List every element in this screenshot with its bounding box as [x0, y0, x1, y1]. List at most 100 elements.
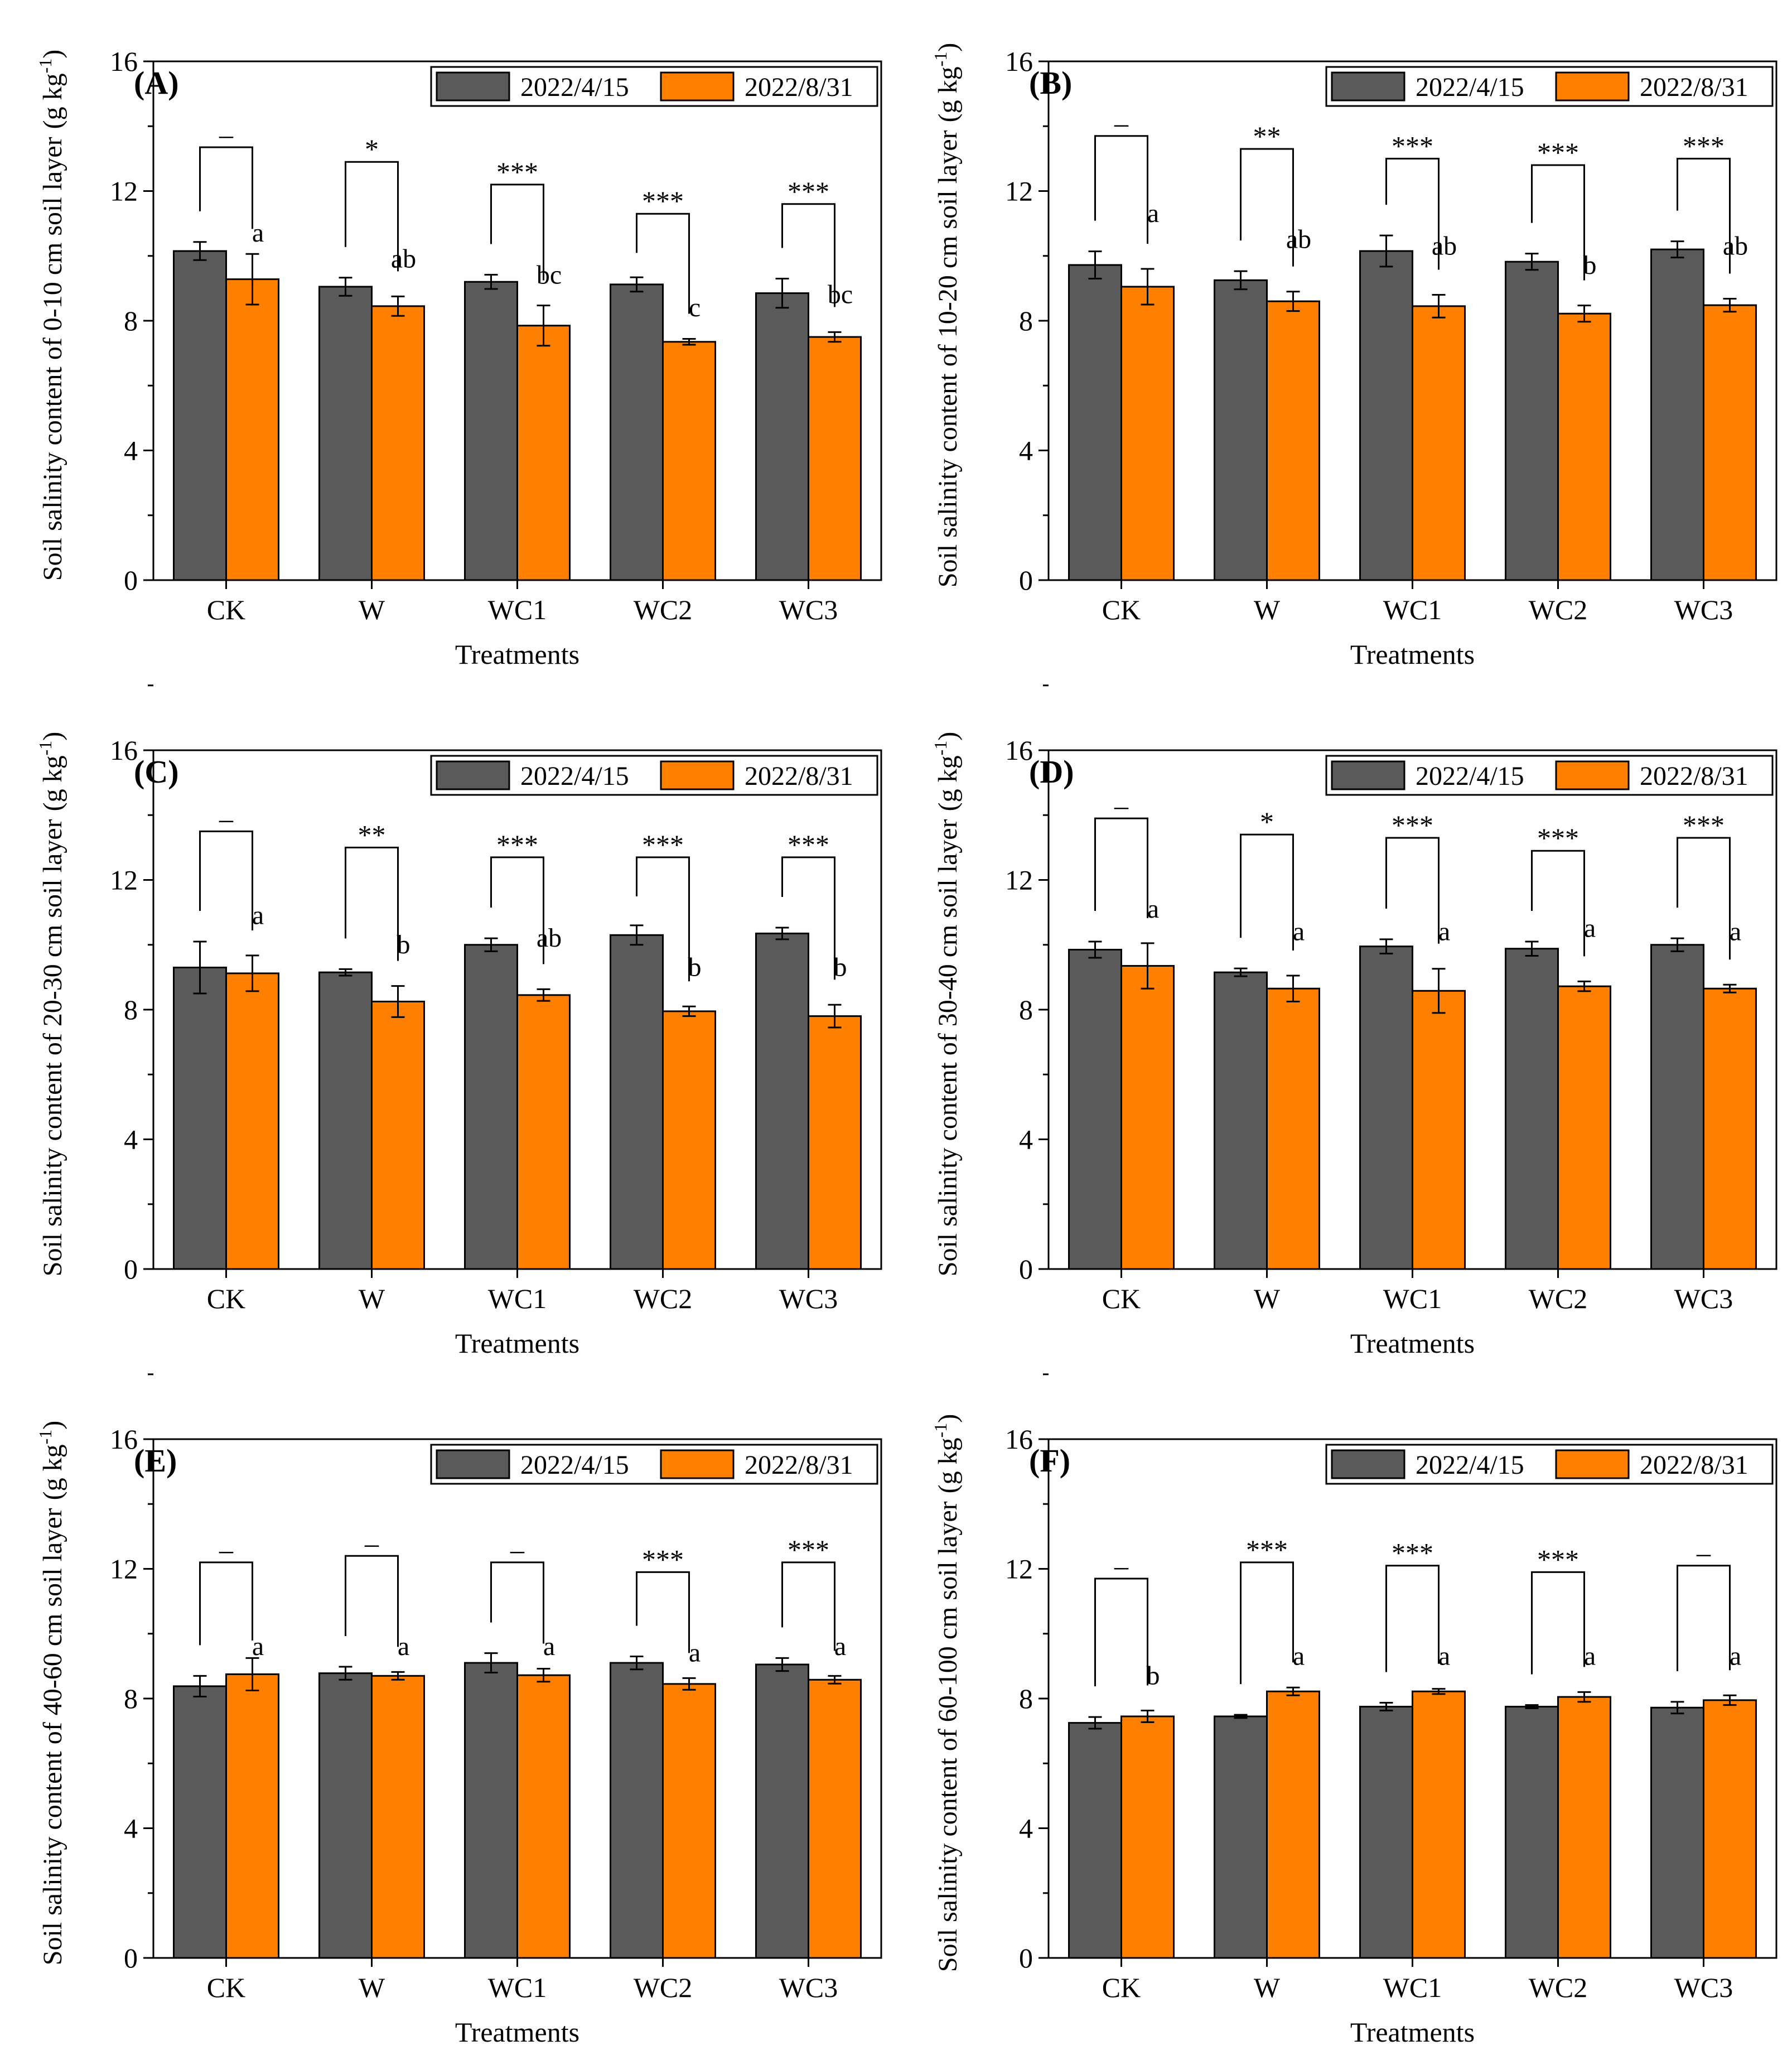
bar-apr15 [1214, 279, 1268, 581]
x-axis-title: Treatments [1350, 1328, 1475, 1359]
significance-bracket [1385, 837, 1440, 944]
y-axis-title-text: Soil salinity content of 30-40 cm soil l… [933, 819, 963, 1276]
significance-bracket [199, 1561, 253, 1646]
bar-aug31 [1120, 1715, 1175, 1959]
significance-mark: *** [1537, 137, 1579, 168]
significance-bracket [1385, 157, 1440, 270]
significance-mark: – [1114, 790, 1129, 821]
y-tick-label: 16 [1005, 1424, 1033, 1455]
legend-swatch [660, 1449, 735, 1479]
y-axis-title-unit: (g kg [38, 73, 67, 129]
y-axis-title-text: Soil salinity content of 10-20 cm soil l… [933, 130, 963, 587]
bar-apr15 [610, 283, 664, 581]
significance-mark: *** [1392, 130, 1433, 161]
significance-letter: b [834, 952, 847, 982]
significance-letter: ab [1286, 225, 1311, 254]
x-tick-label: CK [1102, 1283, 1141, 1314]
x-axis-title: Treatments [455, 2016, 579, 2048]
legend-swatch [436, 71, 510, 102]
y-tick-label: 16 [1005, 735, 1033, 766]
x-tick-label: CK [1102, 1972, 1141, 2003]
x-tick-label: WC1 [488, 594, 547, 625]
significance-letter: a [1147, 894, 1159, 924]
significance-mark: *** [788, 176, 829, 207]
significance-bracket [345, 161, 399, 272]
y-tick-label: 8 [1019, 1683, 1033, 1714]
x-axis-title: Treatments [1350, 639, 1475, 670]
bar-aug31 [662, 1010, 716, 1270]
significance-bracket [1240, 1561, 1294, 1685]
x-tick-label: WC3 [779, 1972, 838, 2003]
x-tick-label: WC1 [488, 1972, 547, 2003]
x-tick-label: CK [1102, 594, 1141, 625]
significance-mark: *** [1392, 809, 1433, 841]
panel-d: 0 4 8 12 16 Soil salinity content of 30-40 cm… [930, 684, 1777, 1359]
significance-letter: a [834, 1632, 846, 1661]
significance-letter: b [688, 952, 702, 982]
x-tick-label: W [359, 1972, 385, 2003]
y-tick-label: 0 [1019, 1253, 1033, 1285]
y-tick-label: 4 [1019, 1124, 1033, 1155]
bar-aug31 [1120, 286, 1175, 581]
bar-aug31 [1266, 987, 1320, 1270]
bar-apr15 [1650, 944, 1704, 1270]
bar-aug31 [1557, 985, 1611, 1270]
y-tick-label: 16 [110, 735, 138, 766]
significance-mark: *** [1246, 1534, 1288, 1565]
significance-bracket [199, 146, 253, 229]
bar-aug31 [225, 278, 279, 581]
y-axis-title-close: ) [38, 50, 67, 59]
y-axis-title: Soil salinity content of 0-10 cm soil la… [35, 50, 67, 581]
significance-mark: * [1260, 806, 1274, 837]
significance-bracket [345, 1555, 399, 1647]
legend-swatch [660, 71, 735, 102]
significance-mark: *** [1683, 809, 1725, 841]
y-axis-title-text: Soil salinity content of 20-30 cm soil l… [38, 819, 67, 1276]
bar-apr15 [1650, 1706, 1704, 1959]
legend-swatch [436, 760, 510, 790]
bar-aug31 [371, 1675, 425, 1959]
x-axis-title: Treatments [455, 1328, 579, 1359]
significance-letter: b [1147, 1661, 1160, 1690]
panel-f: 0 4 8 12 16 Soil salinity content of 60-100 c… [930, 1373, 1777, 2048]
significance-mark: – [219, 119, 234, 150]
bar-apr15 [464, 944, 518, 1270]
y-axis-title-superscript: -1 [930, 741, 950, 756]
y-tick-label: 0 [124, 1942, 138, 1974]
x-tick-label: W [359, 1283, 385, 1314]
y-axis-title-close: ) [933, 732, 963, 741]
bar-apr15 [318, 971, 373, 1270]
significance-mark: ** [1253, 120, 1281, 152]
significance-letter: ab [1432, 231, 1457, 260]
x-tick-label: W [1254, 1283, 1281, 1314]
legend-label: 2022/8/31 [745, 1450, 853, 1480]
legend-label: 2022/8/31 [1640, 73, 1748, 102]
y-tick-label: 0 [1019, 1942, 1033, 1974]
legend-swatch [1331, 1449, 1405, 1479]
bar-aug31 [516, 1674, 571, 1959]
significance-bracket [1677, 837, 1731, 960]
significance-bracket [1240, 148, 1294, 267]
bar-aug31 [1557, 312, 1611, 581]
x-tick-label: WC2 [634, 1972, 693, 2003]
legend-label: 2022/4/15 [1416, 1450, 1524, 1480]
y-axis-title-unit: (g kg [933, 755, 963, 811]
bar-aug31 [1557, 1696, 1611, 1959]
bar-apr15 [1214, 971, 1268, 1270]
y-axis-title-close: ) [933, 43, 963, 52]
bar-aug31 [1703, 1699, 1757, 1959]
panel-label: (F) [1029, 1443, 1070, 1479]
bar-aug31 [1412, 1690, 1466, 1959]
significance-mark: – [510, 1534, 525, 1565]
significance-bracket [781, 856, 835, 980]
bar-aug31 [1266, 300, 1320, 581]
legend-swatch [1331, 71, 1405, 102]
x-tick-label: WC3 [1674, 1972, 1733, 2003]
legend-label: 2022/8/31 [1640, 761, 1748, 791]
x-tick-label: WC2 [1529, 594, 1588, 625]
y-axis-title-superscript: -1 [35, 741, 55, 756]
significance-mark: – [1114, 1550, 1129, 1581]
y-tick-label: 8 [124, 305, 138, 336]
significance-letter: a [689, 1638, 701, 1668]
